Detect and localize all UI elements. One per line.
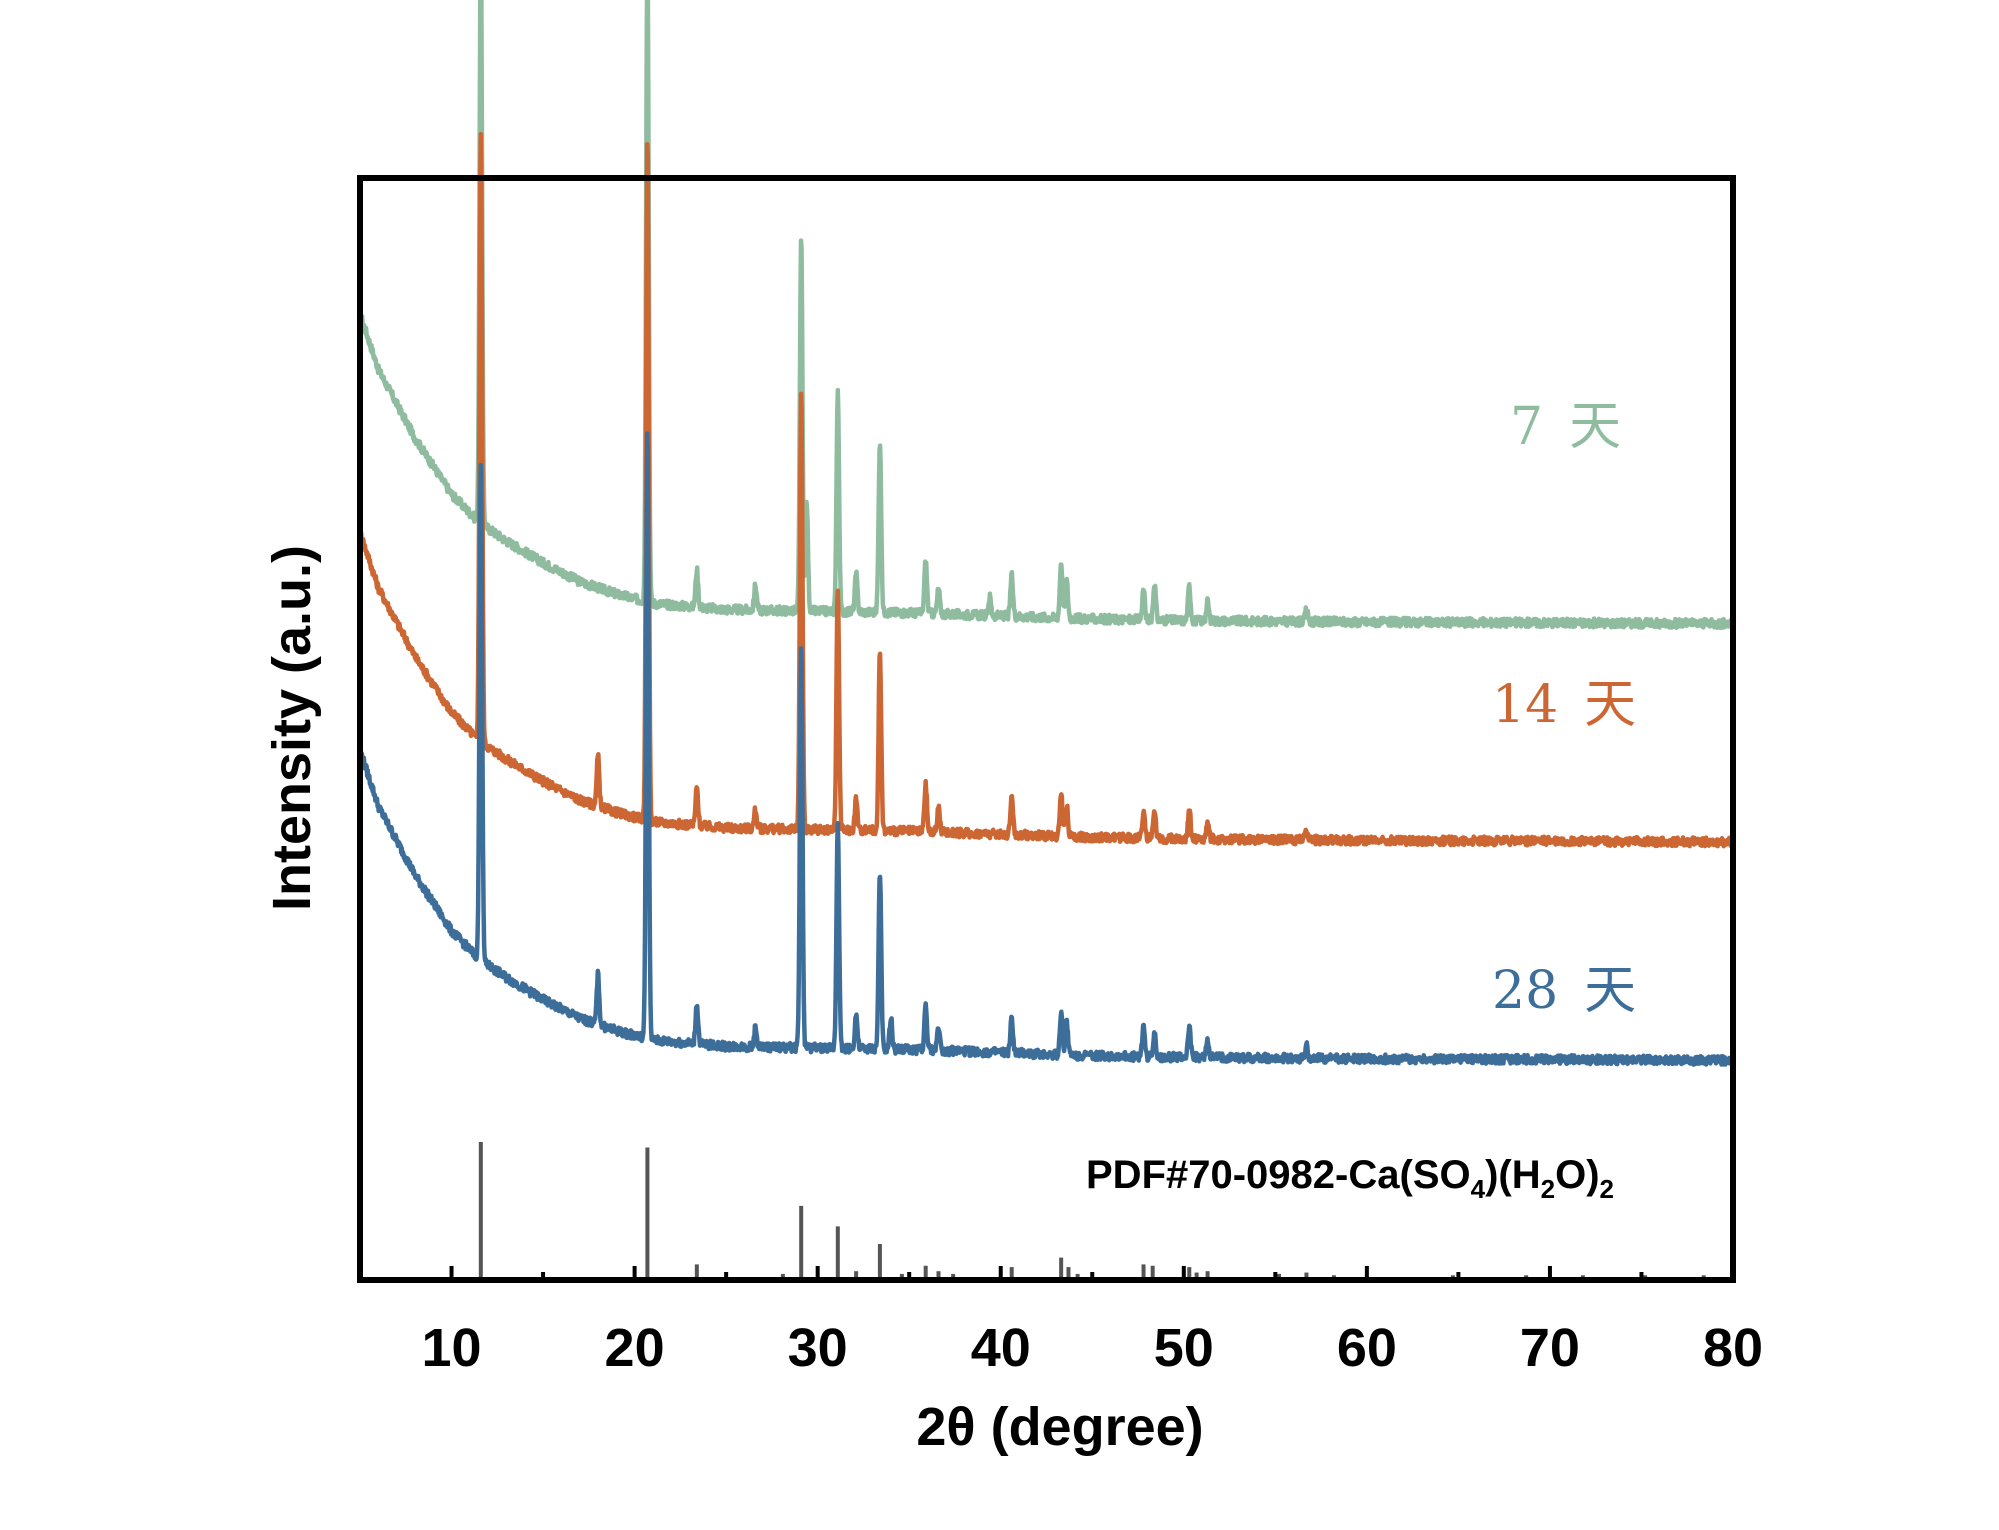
series-line-2 bbox=[357, 132, 1735, 849]
series-line-3 bbox=[357, 431, 1736, 1067]
series-label-28-days: 28 天 bbox=[1492, 961, 1636, 1021]
x-tick-label: 70 bbox=[1520, 1318, 1580, 1378]
x-tick-label: 30 bbox=[788, 1318, 848, 1378]
x-tick-label: 10 bbox=[421, 1318, 481, 1378]
y-axis-title: Intensity (a.u.) bbox=[262, 545, 322, 911]
series-layer bbox=[357, 0, 1736, 1067]
x-axis-title: 2θ (degree) bbox=[916, 1397, 1203, 1457]
x-tick-label: 50 bbox=[1154, 1318, 1214, 1378]
x-tick-label: 20 bbox=[605, 1318, 665, 1378]
x-tick-label: 40 bbox=[971, 1318, 1031, 1378]
x-tick-label: 60 bbox=[1337, 1318, 1397, 1378]
reference-sticks bbox=[478, 1142, 1706, 1278]
x-axis-ticks: 10 20 30 40 50 60 70 80 bbox=[358, 1266, 1763, 1378]
plot-frame bbox=[357, 175, 1736, 1283]
reference-label: PDF#70-0982-Ca(SO4)(H2O)2 bbox=[1086, 1153, 1614, 1204]
series-line-1 bbox=[357, 0, 1736, 631]
x-tick-label: 80 bbox=[1703, 1318, 1763, 1378]
series-label-14-days: 14 天 bbox=[1492, 675, 1636, 735]
